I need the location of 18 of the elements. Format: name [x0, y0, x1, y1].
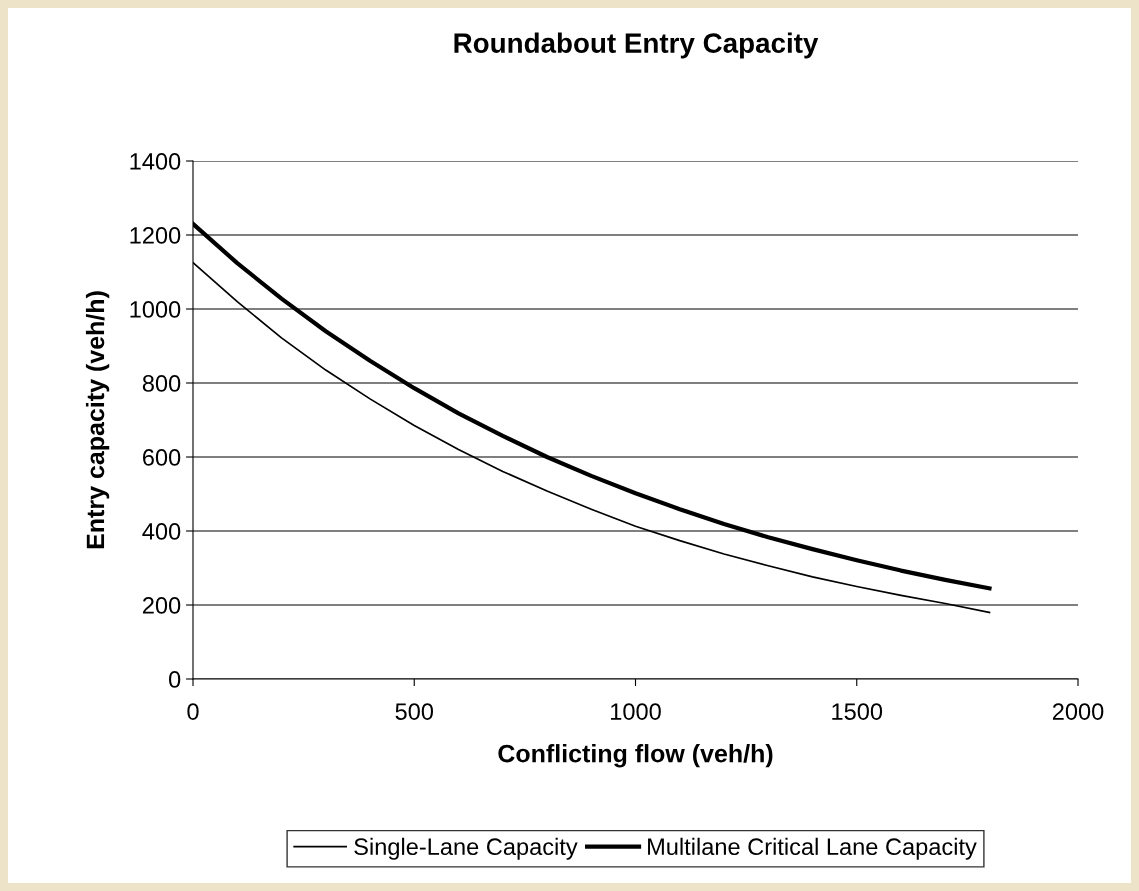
y-tick-label: 200	[142, 597, 181, 614]
y-tick-label: 1000	[130, 301, 181, 318]
x-tick-label: 0	[187, 703, 199, 720]
y-tick-label: 0	[168, 671, 181, 688]
x-tick-label: 500	[395, 703, 434, 720]
x-tick-label: 2000	[1052, 703, 1104, 720]
y-tick-label: 600	[143, 449, 181, 466]
chart-title: Roundabout Entry Capacity	[454, 32, 819, 59]
x-tick-label: 1000	[611, 703, 661, 720]
y-tick-label: 800	[142, 375, 181, 392]
y-tick-label: 1400	[130, 153, 181, 170]
y-tick-label: 400	[142, 523, 181, 540]
x-tick-label: 1500	[832, 703, 883, 720]
legend-label: Multilane Critical Lane Capacity	[648, 837, 977, 860]
x-axis-title: Conflicting flow (veh/h)	[498, 744, 773, 768]
y-tick-label: 1200	[130, 227, 181, 244]
y-axis-title: Entry capacity (veh/h)	[85, 291, 110, 549]
legend-label: Single-Lane Capacity	[354, 837, 578, 860]
